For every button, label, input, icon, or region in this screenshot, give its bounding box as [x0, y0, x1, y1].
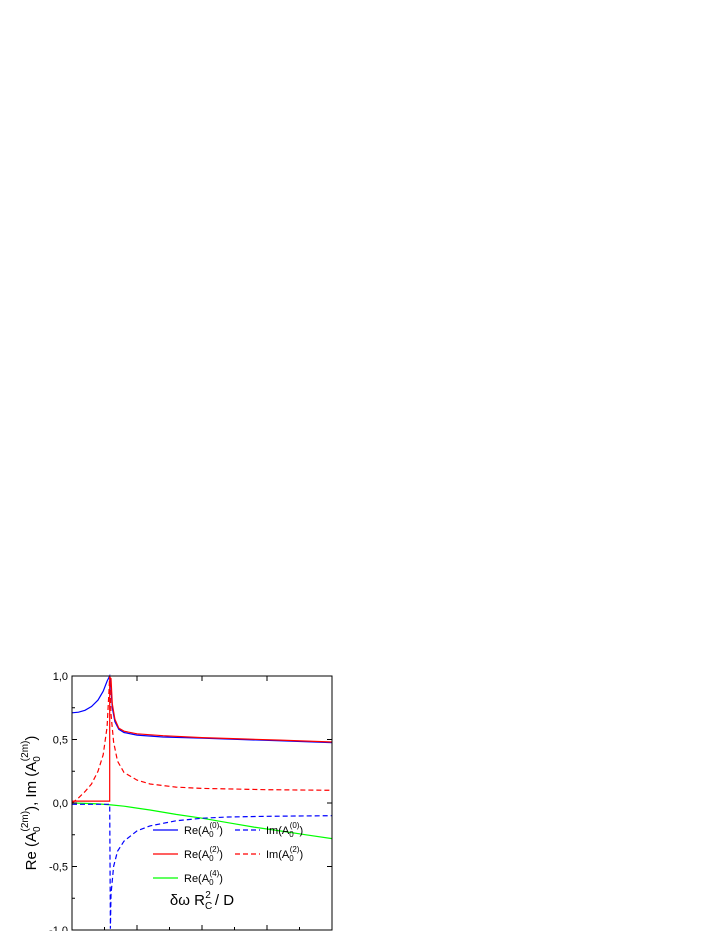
- legend-entry-im-a-0-2: Im(A0(2)): [235, 845, 303, 863]
- x-axis-label: δω RC2 / D: [170, 890, 234, 912]
- legend-label: Re(A0(0)): [184, 821, 223, 839]
- y-tick-label: -0,5: [49, 862, 68, 874]
- legend-label: Re(A0(2)): [184, 845, 223, 863]
- y-tick-label: 0,0: [53, 798, 68, 810]
- legend-entry-re-a-0-4: Re(A0(4)): [153, 869, 223, 887]
- y-axis-label: Re (A0(2m)), Im (A0(2m)): [20, 736, 43, 871]
- legend-entry-re-a-0-2: Re(A0(2)): [153, 845, 223, 863]
- series-line-im-a-0-2: [71, 675, 333, 804]
- legend-label: Im(A0(0)): [266, 821, 303, 839]
- series-line-im-a-0-0: [72, 803, 333, 929]
- y-tick-label: 0,5: [53, 735, 68, 747]
- legend-entry-im-a-0-0: Im(A0(0)): [235, 821, 303, 839]
- legend: Re(A0(0)) Re(A0(2)) Re(A0(4)) Im(A0(0)) Im(A…: [153, 821, 303, 887]
- legend-label: Im(A0(2)): [266, 845, 303, 863]
- legend-label: Re(A0(4)): [184, 869, 223, 887]
- legend-entry-re-a-0-0: Re(A0(0)): [153, 821, 223, 839]
- series-layer: [71, 673, 333, 929]
- ticks-layer: 05101520-1,0-0,50,00,51,0: [49, 671, 333, 931]
- y-tick-label: -1,0: [49, 925, 68, 931]
- y-tick-label: 1,0: [53, 671, 68, 683]
